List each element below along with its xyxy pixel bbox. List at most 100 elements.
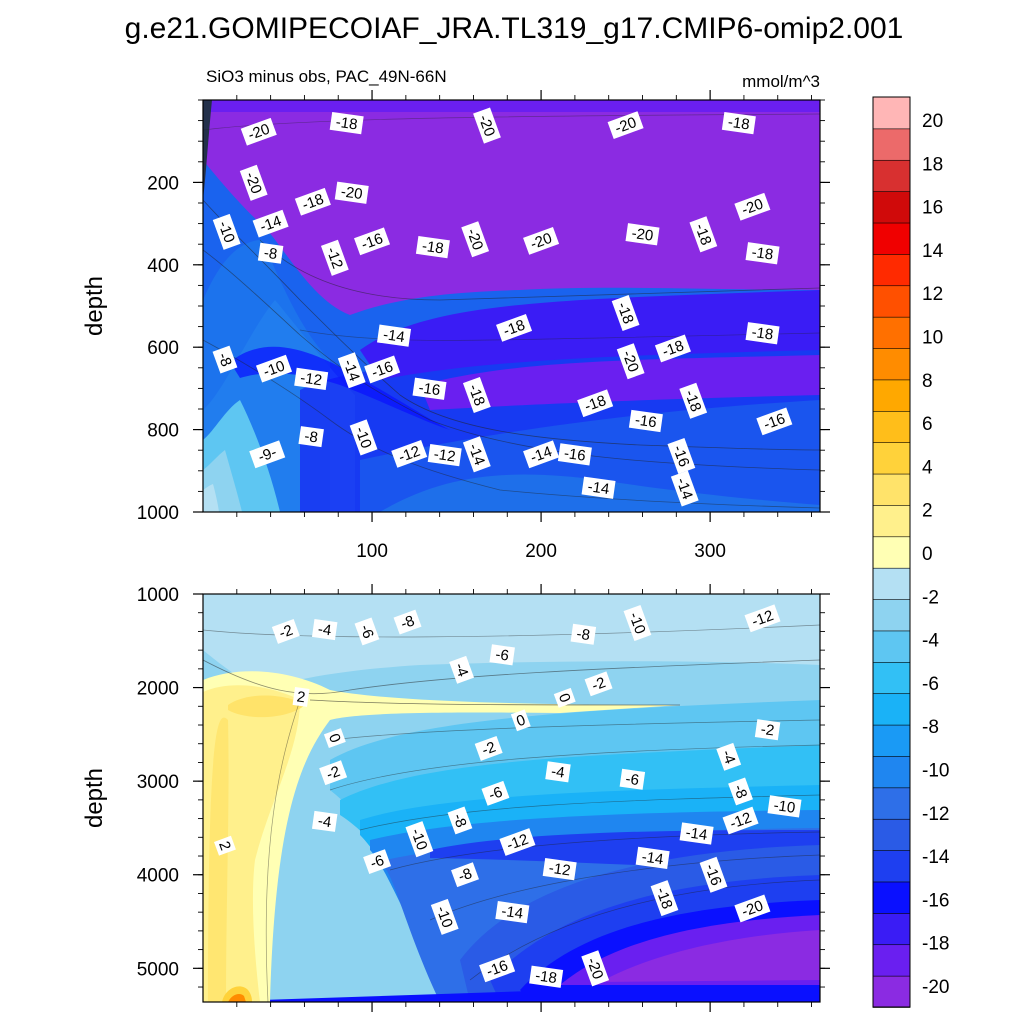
upper-panel: SiO3 minus obs, PAC_49N-66N mmol/m^3 <box>81 67 830 562</box>
colorbar-swatch <box>872 190 911 224</box>
contour-label: -14 <box>495 901 530 924</box>
svg-text:-20: -20 <box>739 897 765 920</box>
colorbar-tick-label: 4 <box>922 457 933 478</box>
svg-text:-12: -12 <box>433 446 457 466</box>
x-tick-label: 300 <box>694 541 726 562</box>
colorbar-swatch <box>872 849 911 883</box>
svg-text:-12: -12 <box>728 809 754 832</box>
svg-text:-8: -8 <box>214 351 235 369</box>
contour-label: -20 <box>473 107 501 144</box>
y-tick-label: 3000 <box>137 772 179 793</box>
contour-label: -2 <box>271 619 300 644</box>
svg-text:-18: -18 <box>300 191 326 214</box>
svg-text:-14: -14 <box>685 824 709 844</box>
svg-text:-8: -8 <box>449 811 470 829</box>
contour-label: -18 <box>294 187 331 216</box>
svg-text:-16: -16 <box>418 379 442 399</box>
y-tick-label: 4000 <box>137 866 179 887</box>
colorbar-swatch <box>872 96 911 130</box>
contour-label: -14 <box>635 846 670 870</box>
svg-text:-16: -16 <box>701 862 724 888</box>
contour-label: -16 <box>699 856 728 893</box>
colorbar-tick-label: 14 <box>922 241 944 262</box>
svg-text:-14: -14 <box>641 848 665 868</box>
svg-text:-12: -12 <box>396 443 422 466</box>
y-tick-label: 600 <box>147 338 179 359</box>
svg-text:-18: -18 <box>534 967 558 987</box>
contour-label: -20 <box>523 227 560 255</box>
svg-text:-9-: -9- <box>256 444 279 466</box>
svg-text:-10: -10 <box>625 610 648 636</box>
contour-label: -18 <box>329 111 364 135</box>
svg-text:-12: -12 <box>750 607 776 630</box>
colorbar-tick-label: 12 <box>922 284 943 305</box>
colorbar-tick-label: -2 <box>922 587 939 608</box>
contour-label: -20 <box>625 223 660 246</box>
colorbar-swatch <box>872 316 911 349</box>
svg-text:-18: -18 <box>501 317 527 340</box>
colorbar: -20-18-16-14-12-10-8-6-4-202468101214161… <box>872 96 950 1008</box>
contour-label: -18 <box>721 111 756 135</box>
contour-label: 0 <box>510 709 531 732</box>
contour-label: -8 <box>298 426 324 448</box>
svg-text:-18: -18 <box>660 337 686 360</box>
svg-text:-16: -16 <box>563 445 587 465</box>
contour-label: -16 <box>479 954 516 983</box>
colorbar-tick-label: -12 <box>922 804 949 825</box>
upper-field <box>203 100 820 512</box>
contour-label: -16 <box>667 437 696 474</box>
colorbar-tick-label: -18 <box>922 934 949 955</box>
svg-text:-18: -18 <box>652 885 675 911</box>
svg-text:-8: -8 <box>456 865 474 886</box>
contour-label: -10 <box>255 354 293 383</box>
contour-label: -20 <box>734 192 771 221</box>
svg-text:-10: -10 <box>407 826 430 852</box>
colorbar-tick-label: 2 <box>922 501 933 522</box>
contour-label: -16 <box>364 355 401 384</box>
y-tick-label: 5000 <box>137 959 179 980</box>
colorbar-swatch <box>872 692 911 726</box>
colorbar-tick-label: 8 <box>922 371 933 392</box>
colorbar-tick-label: -4 <box>922 631 939 652</box>
svg-text:-8: -8 <box>303 428 319 447</box>
colorbar-tick-label: 20 <box>922 111 943 132</box>
colorbar-tick-label: -6 <box>922 674 939 695</box>
svg-text:-14: -14 <box>340 357 363 383</box>
svg-text:-10: -10 <box>261 357 287 380</box>
colorbar-swatch <box>872 473 911 506</box>
svg-text:-6: -6 <box>494 646 510 665</box>
colorbar-swatch <box>872 567 911 600</box>
svg-text:-4: -4 <box>317 813 333 832</box>
svg-text:-16: -16 <box>369 358 395 381</box>
svg-text:-14: -14 <box>465 441 488 467</box>
contour-label: -20 <box>607 111 644 140</box>
svg-text:-6: -6 <box>486 784 504 805</box>
colorbar-tick-label: 6 <box>922 414 933 435</box>
contour-label: -10 <box>349 419 378 456</box>
contour-label: -12 <box>499 828 536 856</box>
contour-label: -14 <box>462 436 491 473</box>
contour-label: -16 <box>354 227 391 256</box>
svg-text:-14: -14 <box>528 443 554 466</box>
colorbar-swatch <box>872 912 911 946</box>
svg-text:-10: -10 <box>773 797 797 817</box>
contour-label: -2 <box>474 735 503 761</box>
contour-label: -18 <box>650 880 679 917</box>
svg-text:-18: -18 <box>751 244 775 264</box>
contour-label: -18 <box>745 322 780 345</box>
svg-text:-16: -16 <box>761 410 787 433</box>
colorbar-swatch <box>872 975 911 1008</box>
svg-text:-20: -20 <box>463 226 486 252</box>
contour-label: -16 <box>412 377 447 400</box>
colorbar-swatch <box>872 724 911 757</box>
colorbar-tick-label: -16 <box>922 890 949 911</box>
colorbar-swatch <box>872 379 911 412</box>
contour-label: -2 <box>754 719 781 741</box>
svg-text:-12: -12 <box>548 860 572 880</box>
colorbar-swatch <box>872 253 911 287</box>
svg-text:-20: -20 <box>619 348 642 374</box>
contour-label: -16 <box>628 409 663 433</box>
contour-label: 2 <box>292 687 310 707</box>
